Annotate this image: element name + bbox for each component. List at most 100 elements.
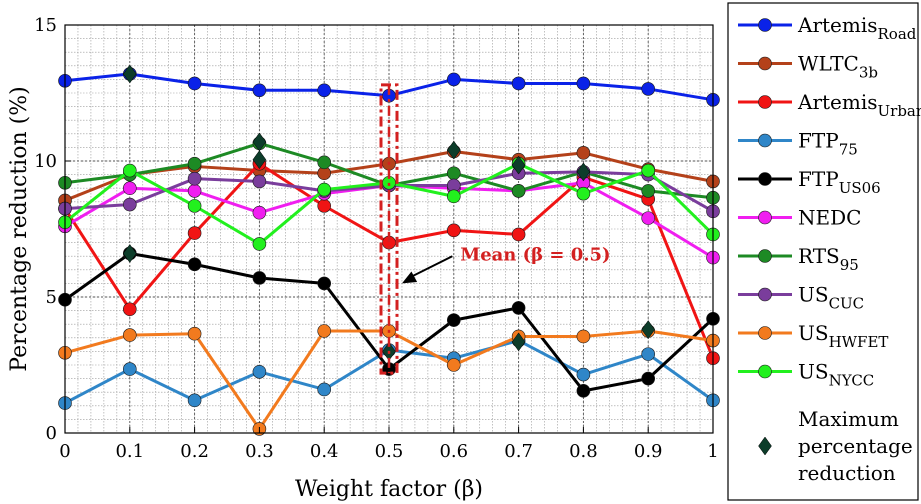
legend-entry: NEDC [738,206,861,230]
mean-annotation-label: Mean (β = 0.5) [460,244,610,265]
legend-label-subscript: 3b [859,64,878,82]
annotation-arrow-head [401,271,418,284]
x-tick-label: 0.5 [375,441,404,462]
data-point [252,237,267,251]
max-marker [641,320,656,340]
data-point [187,184,202,198]
legend-marker [758,56,772,71]
max-marker [122,244,137,263]
legend-label: ArtemisUrban [797,90,921,120]
legend-entry: WLTC3b [738,52,878,82]
x-tick-label: 0.2 [180,441,209,462]
data-point [317,324,332,338]
data-point [641,82,656,96]
data-point [511,76,526,91]
legend-label-name: FTP [798,129,839,153]
y-axis-label: Percentage reduction (%) [7,86,32,371]
data-point [187,257,202,272]
legend-marker [758,18,772,32]
data-point [576,367,591,382]
max-marker [122,64,137,84]
data-point [123,302,137,317]
x-axis-label: Weight factor (β) [295,477,483,502]
x-tick-label: 0.4 [310,441,339,462]
legend-marker-diamond [758,436,772,456]
legend-frame [727,2,919,501]
legend-marker [758,287,772,302]
legend-label: FTP75 [798,129,858,159]
legend-label-name: WLTC [798,52,859,76]
data-point [576,146,591,160]
data-point [123,328,137,342]
data-point [511,184,526,198]
y-tick-label: 5 [46,287,57,308]
legend-label-subscript: NYCC [829,372,875,390]
data-point [187,171,202,186]
y-tick-label: 10 [34,151,57,172]
data-point [252,205,267,220]
max-marker-layer [122,64,656,361]
max-marker [252,150,267,170]
legend-label-subscript: US06 [839,179,881,197]
data-point [446,72,461,87]
legend-entry: RTS95 [738,244,859,274]
data-point [317,382,332,397]
legend-label-name: US [798,321,829,345]
data-point [317,182,332,197]
data-point [317,83,332,98]
legend-marker [758,249,772,263]
legend-marker [758,133,772,148]
legend-entry: USHWFET [738,321,888,351]
data-point [576,329,591,344]
x-tick-label: 0.9 [634,441,663,462]
data-point [123,181,137,195]
x-tick-label: 0.3 [245,441,274,462]
legend-label-subscript: 95 [840,256,859,274]
data-point [252,364,267,379]
data-point [187,76,202,91]
legend-label: WLTC3b [798,52,878,82]
legend-label-name: US [798,360,829,384]
max-marker [511,155,526,175]
legend-label-name: US [798,283,829,307]
y-tick-label: 15 [34,15,57,36]
legend-label: NEDC [798,206,861,230]
legend-label: ArtemisRoad [797,13,917,43]
data-point [511,227,526,242]
legend-label-maximum: reduction [798,461,896,485]
legend-label-maximum: percentage [798,434,913,458]
data-point [641,211,656,225]
data-point [252,83,267,98]
data-point [446,189,461,204]
legend-entry: ArtemisRoad [738,13,917,43]
legend-label-subscript: HWFET [829,333,889,351]
data-point [187,156,202,171]
max-marker [511,332,526,352]
data-point [446,166,461,181]
data-point [123,197,137,212]
x-tick-label: 0.1 [115,441,144,462]
x-tick-label: 0.7 [504,441,533,462]
data-point [446,358,461,372]
legend-entry: FTPUS06 [738,167,881,197]
data-point [123,163,137,178]
annotation-arrow-shaft [409,255,453,279]
data-point [641,347,656,361]
legend-entry: USCUC [738,283,864,313]
legend-entry: USNYCC [738,360,874,390]
legend-label: USNYCC [798,360,874,390]
data-point [252,174,267,189]
data-point [641,371,656,386]
data-point [187,393,202,408]
legend-entry: FTP75 [738,129,858,159]
legend-label-subscript: CUC [829,295,865,313]
legend-label-subscript: Urban [878,102,921,120]
data-point [446,313,461,327]
data-point [446,223,461,238]
max-marker [576,162,591,182]
data-point [252,271,267,285]
x-tick-label: 1 [707,441,718,462]
legend-entry-maximum: Maximum percentage reduction [758,407,913,485]
